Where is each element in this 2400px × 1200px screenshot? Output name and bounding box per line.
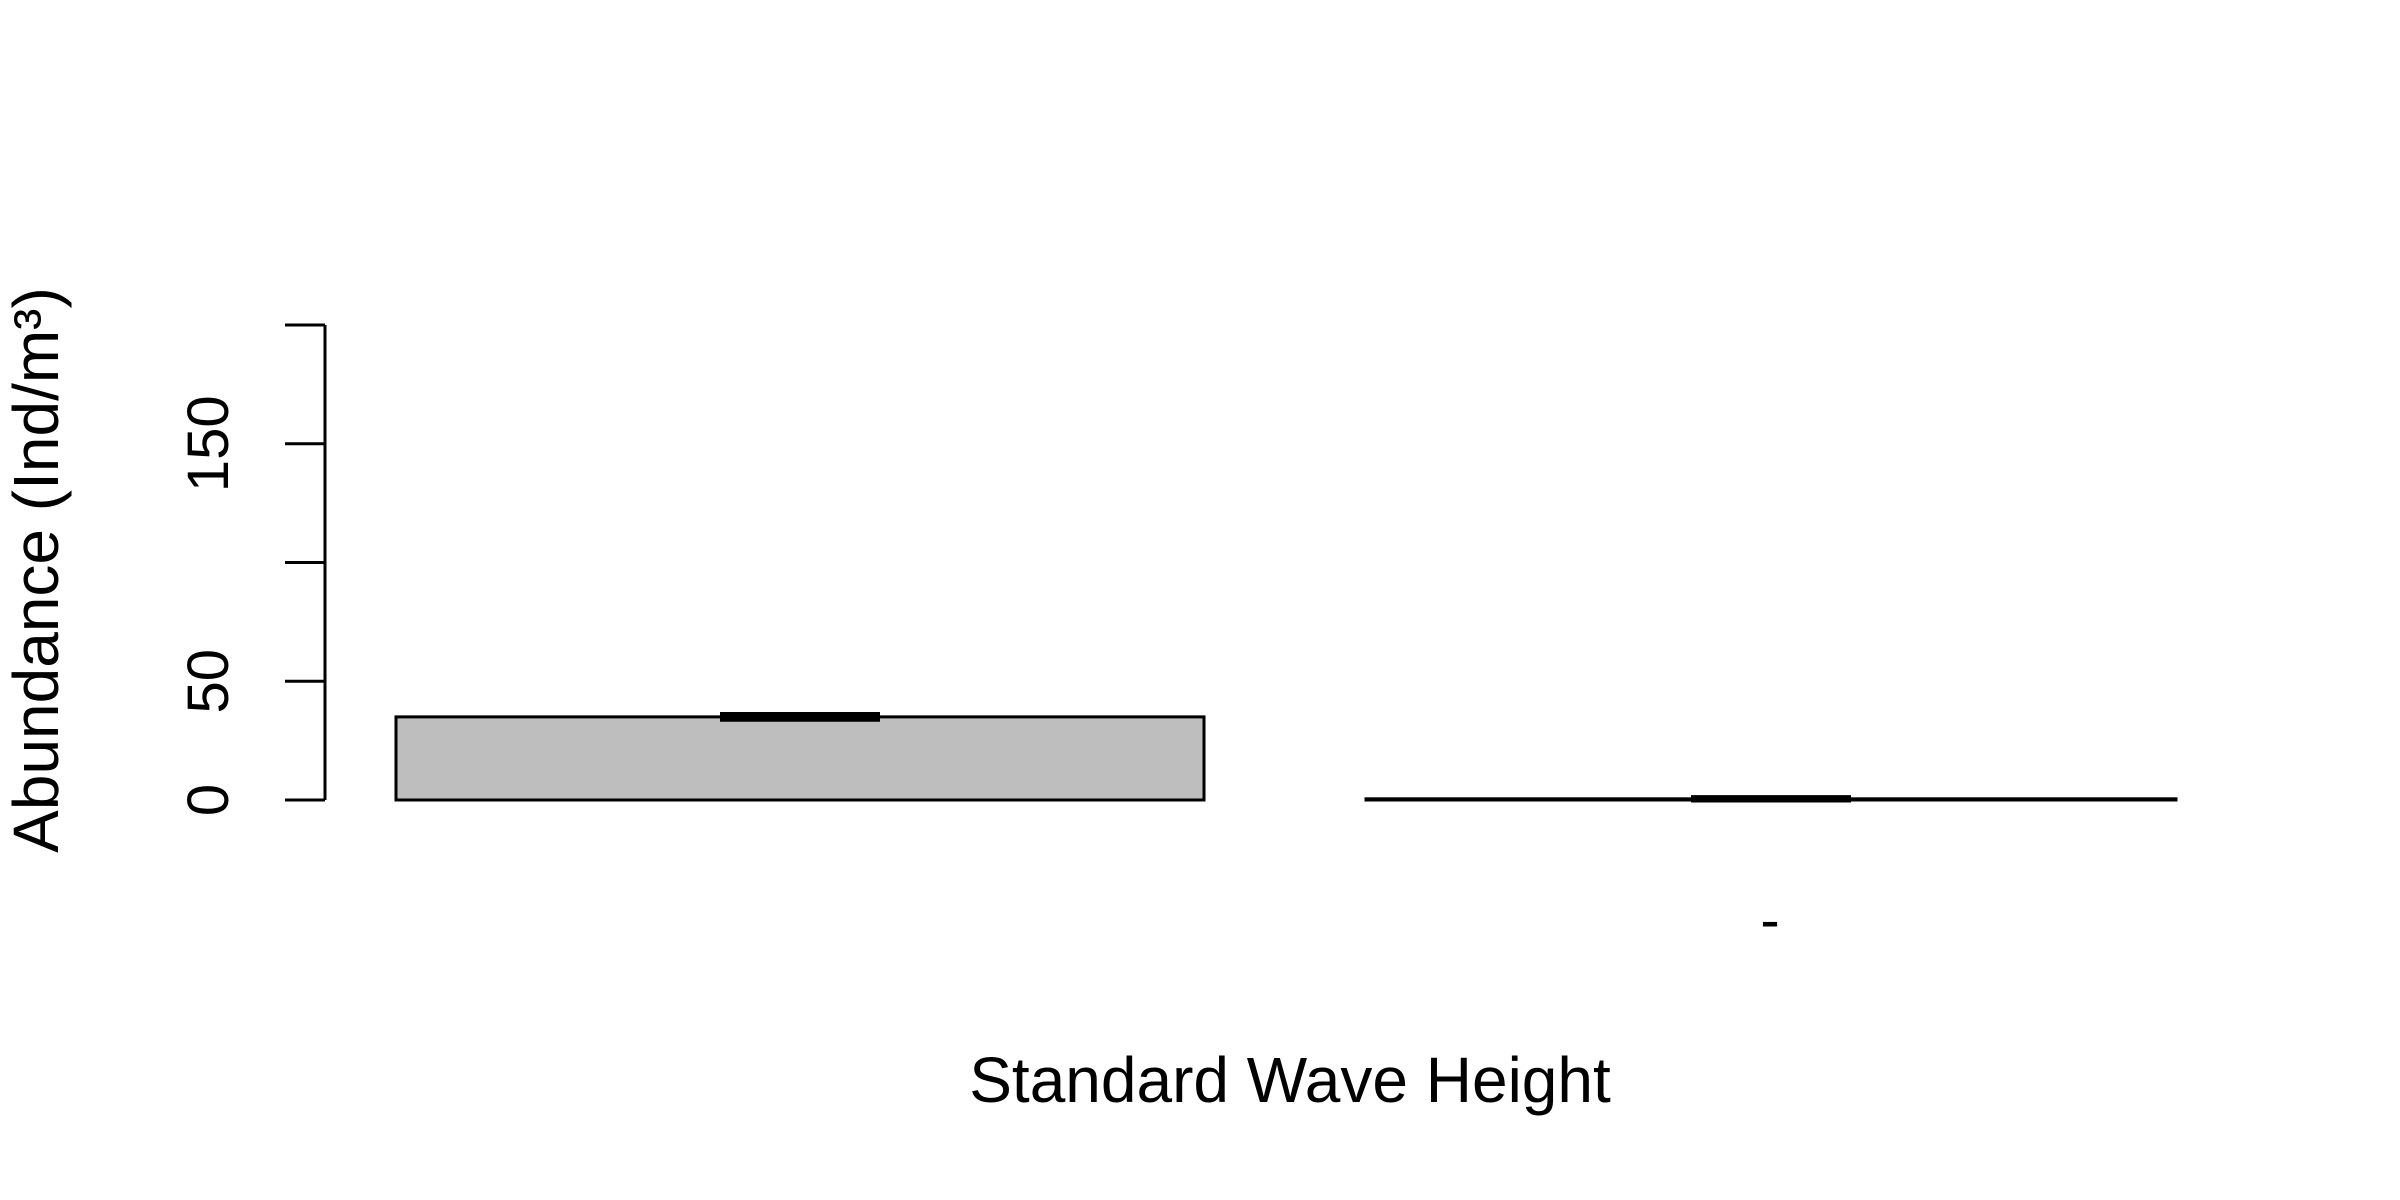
y-axis-title: Abundance (Ind/m³) xyxy=(0,287,72,853)
y-axis: 0 50 150 xyxy=(176,323,327,816)
bars xyxy=(394,711,2178,803)
y-tick-label: 150 xyxy=(176,395,241,492)
x-tick-label: - xyxy=(1760,888,1779,953)
bar xyxy=(394,715,1206,802)
x-tick-labels: - xyxy=(1760,888,1779,953)
y-tick-label: 0 xyxy=(176,784,241,816)
x-axis-title: Standard Wave Height xyxy=(969,1044,1611,1116)
y-tick-label: 50 xyxy=(176,649,241,714)
